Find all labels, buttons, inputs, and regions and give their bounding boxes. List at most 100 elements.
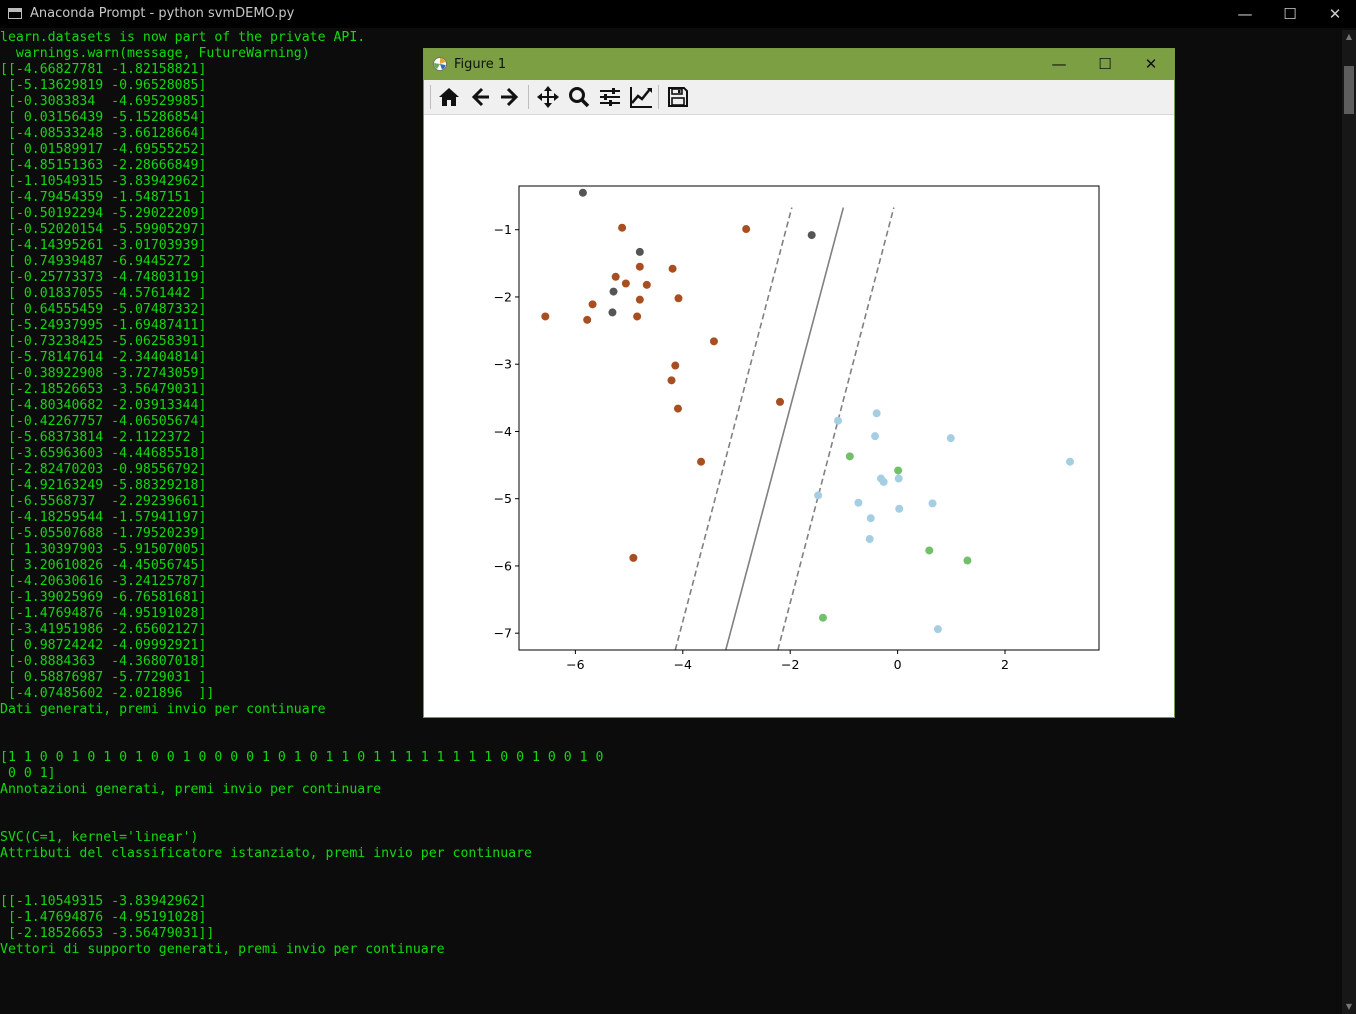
data-point-class-1	[933, 625, 942, 634]
pan-icon	[537, 86, 559, 108]
figure-maximize-button[interactable]: ☐	[1098, 55, 1112, 73]
data-point-class-1	[814, 491, 823, 500]
home-icon	[439, 88, 459, 106]
data-point-class-0	[697, 457, 706, 466]
y-tick-label: −1	[494, 222, 512, 237]
terminal-scrollbar[interactable]: ▲ ▼	[1342, 30, 1356, 1014]
data-point-class-1	[865, 535, 874, 544]
data-point-class-support_0	[608, 308, 617, 317]
data-point-class-support_1	[963, 556, 972, 565]
terminal-line: [-4.92163249 -5.88329218]	[0, 478, 207, 493]
terminal-line: [-5.05507688 -1.79520239]	[0, 526, 207, 541]
zoom-button[interactable]	[565, 84, 593, 110]
back-button[interactable]	[466, 84, 494, 110]
x-tick-label: 2	[1001, 657, 1009, 672]
toolbar-separator	[528, 85, 529, 109]
terminal-line: [ 0.98724242 -4.09992921]	[0, 638, 207, 653]
data-point-class-1	[879, 477, 888, 486]
terminal-line: [ 1.30397903 -5.91507005]	[0, 542, 207, 557]
decision-boundary-line	[724, 207, 845, 650]
y-tick-label: −2	[494, 289, 512, 304]
figure-titlebar[interactable]: Figure 1 — ☐ ✕	[424, 49, 1174, 80]
terminal-line: [-4.79454359 -1.5487151 ]	[0, 190, 207, 205]
terminal-line: [ 3.20610826 -4.45056745]	[0, 558, 207, 573]
x-tick-label: −6	[566, 657, 584, 672]
terminal-line: [-4.18259544 -1.57941197]	[0, 510, 207, 525]
terminal-line: 0 0 1]	[0, 766, 56, 781]
data-point-class-1	[866, 514, 875, 523]
data-point-class-0	[709, 337, 718, 346]
terminal-line: Vettori di supporto generati, premi invi…	[0, 942, 445, 957]
data-point-class-0	[776, 397, 784, 406]
data-point-class-1	[894, 474, 903, 483]
terminal-line: [-5.24937995 -1.69487411]	[0, 318, 207, 333]
data-point-class-0	[635, 295, 644, 304]
data-point-class-0	[633, 312, 642, 321]
configure-subplots-icon	[600, 88, 620, 106]
save-button[interactable]	[664, 84, 692, 110]
terminal-line: [ 0.64555459 -5.07487332]	[0, 302, 207, 317]
toolbar-grip	[430, 85, 431, 109]
scroll-down-icon[interactable]: ▼	[1345, 1002, 1353, 1011]
data-point-class-support_0	[807, 231, 816, 240]
data-point-class-support_0	[635, 247, 644, 256]
scrollbar-thumb[interactable]	[1344, 66, 1354, 114]
data-point-class-0	[671, 361, 680, 370]
terminal-line: Attributi del classificatore istanziato,…	[0, 846, 532, 861]
maximize-button[interactable]: ☐	[1283, 5, 1297, 23]
terminal-line: Dati generati, premi invio per continuar…	[0, 702, 326, 717]
y-tick-label: −3	[494, 357, 512, 372]
data-point-class-support_1	[925, 546, 934, 555]
subplots-button[interactable]	[596, 84, 624, 110]
minimize-button[interactable]: —	[1237, 5, 1253, 23]
pan-button[interactable]	[534, 84, 562, 110]
margin-line	[674, 207, 793, 650]
back-arrow-icon	[471, 87, 489, 107]
terminal-line: [-5.68373814 -2.1122372 ]	[0, 430, 207, 445]
terminal-line: [ 0.58876987 -5.7729031 ]	[0, 670, 207, 685]
data-point-class-0	[667, 376, 676, 385]
toolbar-separator	[658, 85, 659, 109]
figure-minimize-button[interactable]: —	[1051, 55, 1067, 73]
home-button[interactable]	[435, 84, 463, 110]
terminal-line: Annotazioni generati, premi invio per co…	[0, 782, 382, 797]
data-point-class-0	[621, 279, 630, 288]
data-point-class-0	[742, 225, 751, 234]
terminal-line: [-4.08533248 -3.66128664]	[0, 126, 207, 141]
data-point-class-0	[674, 294, 683, 303]
forward-arrow-icon	[501, 87, 519, 107]
close-button[interactable]: ✕	[1328, 5, 1342, 23]
navigation-toolbar	[424, 80, 1174, 115]
terminal-line: learn.datasets is now part of the privat…	[0, 30, 366, 45]
data-point-class-1	[871, 432, 880, 441]
terminal-line: [-4.14395261 -3.01703939]	[0, 238, 207, 253]
data-point-class-support_0	[578, 188, 587, 197]
data-point-class-0	[588, 300, 597, 309]
terminal-line: [-5.78147614 -2.34404814]	[0, 350, 207, 365]
x-tick-label: 0	[894, 657, 902, 672]
axes-frame	[518, 185, 1100, 651]
forward-button[interactable]	[496, 84, 524, 110]
scroll-up-icon[interactable]: ▲	[1345, 32, 1353, 41]
edit-axis-button[interactable]	[627, 84, 655, 110]
scatter-plot[interactable]: −6 −4 −2 0 2 −1 −2 −3 −4 −5 −6 −7	[424, 115, 1174, 717]
edit-axis-icon	[630, 87, 652, 108]
data-point-class-support_1	[818, 613, 827, 622]
terminal-line: [-0.42267757 -4.06505674]	[0, 414, 207, 429]
terminal-line: [-3.65963603 -4.44685518]	[0, 446, 207, 461]
terminal-line: [-0.73238425 -5.06258391]	[0, 334, 207, 349]
data-point-class-1	[1066, 457, 1074, 466]
terminal-app-icon	[8, 8, 22, 19]
data-point-class-0	[673, 404, 682, 413]
figure-close-button[interactable]: ✕	[1144, 55, 1158, 73]
terminal-titlebar[interactable]: Anaconda Prompt - python svmDEMO.py — ☐ …	[0, 0, 1356, 28]
terminal-line: [-2.82470203 -0.98556792]	[0, 462, 207, 477]
terminal-output[interactable]: learn.datasets is now part of the privat…	[0, 30, 1342, 1014]
terminal-line: [-6.5568737 -2.29239661]	[0, 494, 207, 509]
data-point-class-1	[854, 498, 863, 507]
matplotlib-figure-window[interactable]: Figure 1 — ☐ ✕ −6 −4 −2 0 2−	[424, 49, 1174, 717]
terminal-line: [-1.47694876 -4.95191028]	[0, 910, 207, 925]
data-point-class-1	[946, 434, 955, 443]
y-tick-label: −5	[494, 491, 512, 506]
terminal-line: [-1.10549315 -3.83942962]	[0, 174, 207, 189]
